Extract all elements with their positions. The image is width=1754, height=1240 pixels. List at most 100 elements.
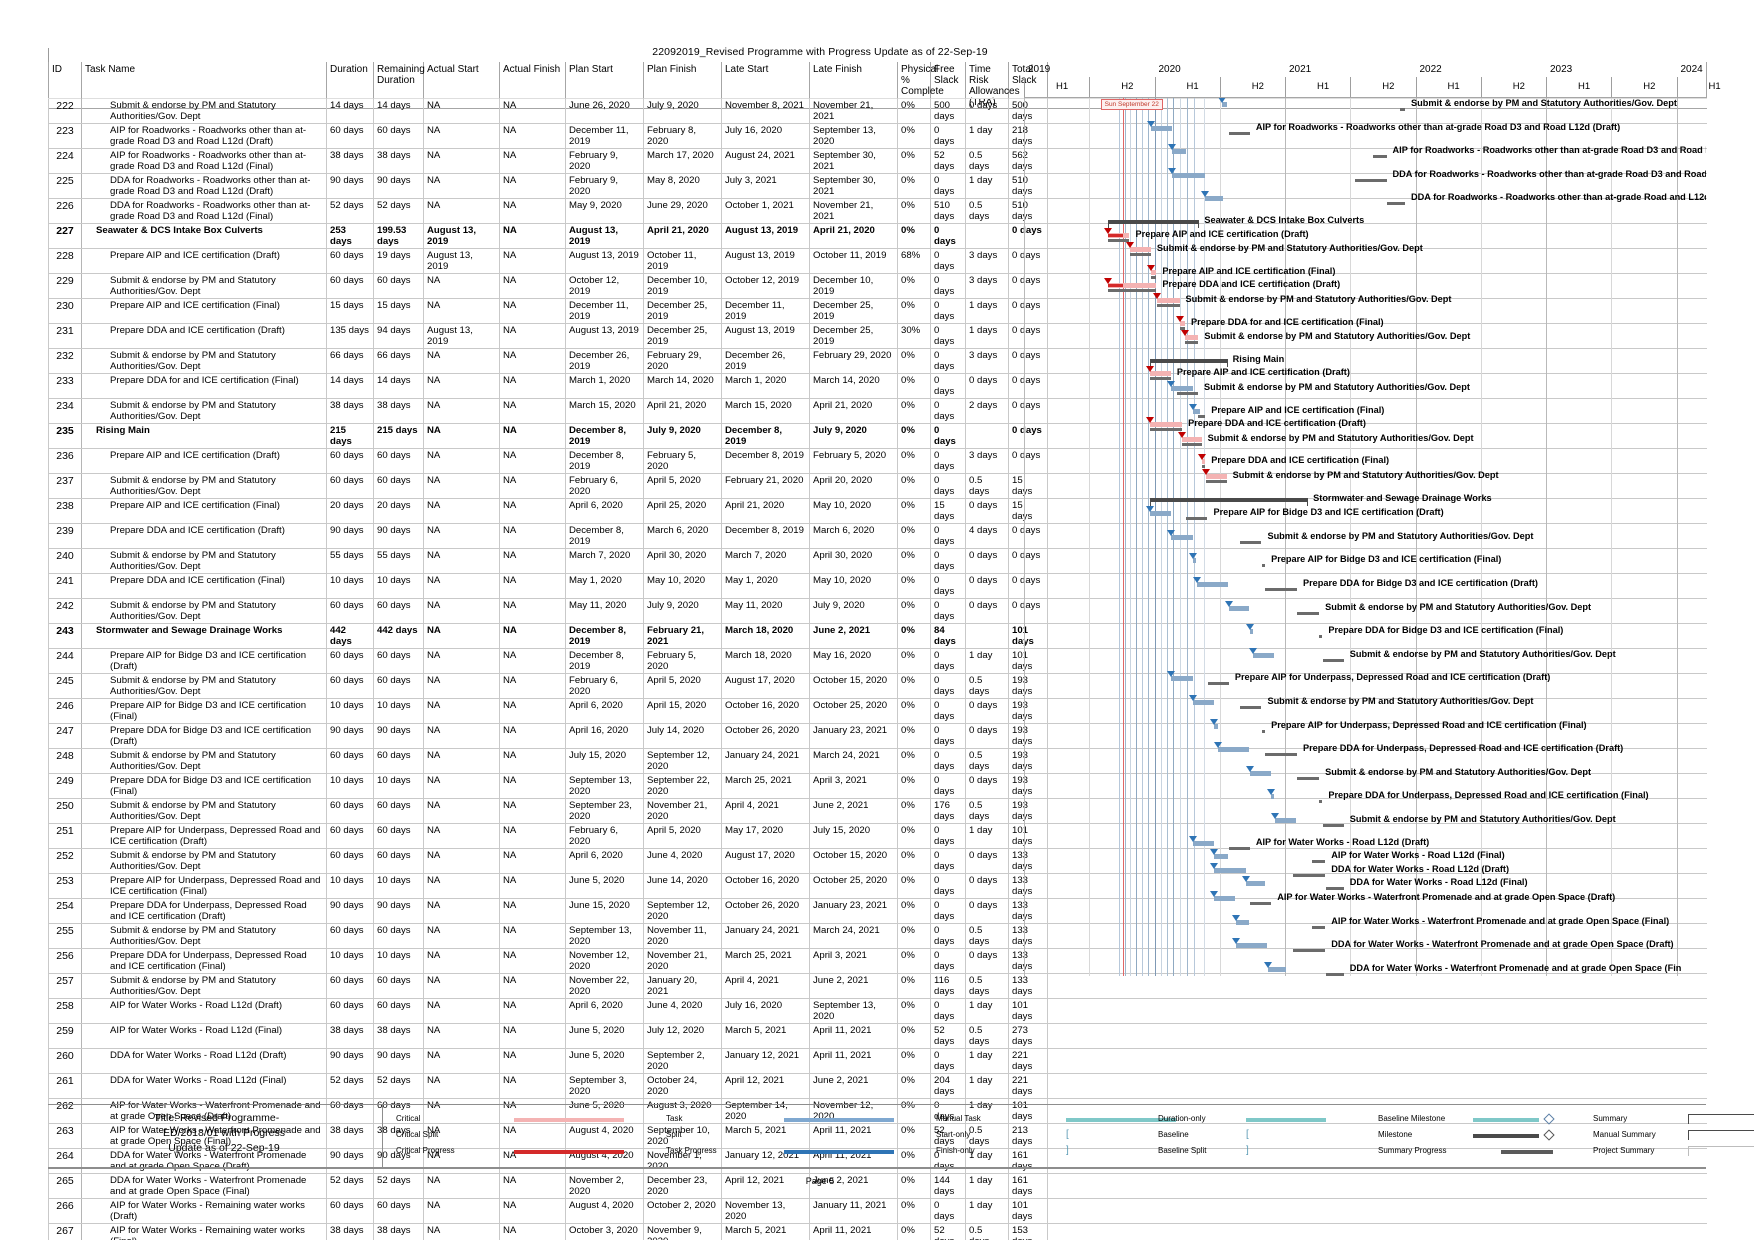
row-actual-start: NA — [423, 473, 500, 499]
table-row[interactable]: 260 DDA for Water Works - Road L12d (Draf… — [48, 1048, 1707, 1074]
gantt-baseline-bar — [1150, 377, 1171, 381]
table-row[interactable]: 259 AIP for Water Works - Road L12d (Fina… — [48, 1023, 1707, 1049]
row-physical-pct: 0% — [897, 623, 931, 649]
row-tra: 0.5 days — [965, 973, 1009, 999]
table-row[interactable]: 228 Prepare AIP and ICE certification (Dr… — [48, 248, 1707, 274]
table-row[interactable]: 253 Prepare AIP for Underpass, Depressed … — [48, 873, 1707, 899]
row-plan-finish: April 5, 2020 — [643, 673, 722, 699]
row-late-finish: June 2, 2021 — [809, 1073, 898, 1099]
row-gantt-cell — [1047, 448, 1707, 474]
table-row[interactable]: 263 AIP for Water Works - Waterfront Prom… — [48, 1123, 1707, 1149]
row-id: 260 — [48, 1048, 82, 1074]
gantt-baseline-bar — [1250, 902, 1272, 905]
row-free-slack: 0 days — [930, 673, 966, 699]
row-tra: 0.5 days — [965, 148, 1009, 174]
table-row[interactable]: 249 Prepare DDA for Bidge D3 and ICE cert… — [48, 773, 1707, 799]
table-row[interactable]: 233 Prepare DDA for and ICE certification… — [48, 373, 1707, 399]
table-row[interactable]: 252 Submit & endorse by PM and Statutory … — [48, 848, 1707, 874]
row-physical-pct: 0% — [897, 673, 931, 699]
gantt-milestone-marker — [1231, 914, 1240, 921]
row-tra: 3 days — [965, 448, 1009, 474]
row-plan-finish: February 21, 2021 — [643, 623, 722, 649]
table-row[interactable]: 237 Submit & endorse by PM and Statutory … — [48, 473, 1707, 499]
row-free-slack: 0 days — [930, 1148, 966, 1174]
row-task-name: AIP for Roadworks - Roadworks other than… — [81, 148, 327, 174]
table-row[interactable]: 258 AIP for Water Works - Road L12d (Draf… — [48, 998, 1707, 1024]
row-actual-start: NA — [423, 873, 500, 899]
table-row[interactable]: 222 Submit & endorse by PM and Statutory … — [48, 98, 1707, 124]
row-remaining-duration: 10 days — [373, 573, 424, 599]
row-gantt-cell — [1047, 873, 1707, 899]
table-row[interactable]: 266 AIP for Water Works - Remaining water… — [48, 1198, 1707, 1224]
legend-item-label: Critical Progress — [396, 1146, 455, 1155]
row-free-slack: 0 days — [930, 323, 966, 349]
gantt-baseline-bar — [1185, 341, 1199, 345]
table-row[interactable]: 242 Submit & endorse by PM and Statutory … — [48, 598, 1707, 624]
table-row[interactable]: 241 Prepare DDA and ICE certification (Fi… — [48, 573, 1707, 599]
table-row[interactable]: 244 Prepare AIP for Bidge D3 and ICE cert… — [48, 648, 1707, 674]
row-physical-pct: 30% — [897, 323, 931, 349]
table-row[interactable]: 246 Prepare AIP for Bidge D3 and ICE cert… — [48, 698, 1707, 724]
row-plan-start: March 15, 2020 — [565, 398, 644, 424]
table-row[interactable]: 236 Prepare AIP and ICE certification (Dr… — [48, 448, 1707, 474]
table-row[interactable]: 240 Submit & endorse by PM and Statutory … — [48, 548, 1707, 574]
legend-swatch-line-teal — [1066, 1118, 1176, 1122]
gantt-task-bar — [1180, 320, 1185, 326]
table-row[interactable]: 267 AIP for Water Works - Remaining water… — [48, 1223, 1707, 1240]
table-row[interactable]: 234 Submit & endorse by PM and Statutory … — [48, 398, 1707, 424]
table-row[interactable]: 223 AIP for Roadworks - Roadworks other t… — [48, 123, 1707, 149]
row-late-finish: May 16, 2020 — [809, 648, 898, 674]
row-total-slack: 133 days — [1008, 898, 1048, 924]
table-row[interactable]: 231 Prepare DDA and ICE certification (Dr… — [48, 323, 1707, 349]
row-actual-finish: NA — [499, 498, 566, 524]
gantt-baseline-bar — [1297, 776, 1320, 780]
gantt-bar-label: Prepare AIP for Bidge D3 and ICE certifi… — [1271, 554, 1502, 565]
row-actual-start: NA — [423, 423, 500, 449]
row-total-slack: 133 days — [1008, 873, 1048, 899]
row-task-name: Seawater & DCS Intake Box Culverts — [81, 223, 327, 249]
table-row[interactable]: 245 Submit & endorse by PM and Statutory … — [48, 673, 1707, 699]
table-row[interactable]: 254 Prepare DDA for Underpass, Depressed … — [48, 898, 1707, 924]
row-plan-start: June 15, 2020 — [565, 898, 644, 924]
row-gantt-cell — [1047, 973, 1707, 999]
gantt-summary-bar — [1108, 220, 1199, 224]
gantt-milestone-marker — [1167, 381, 1176, 387]
table-row[interactable]: 261 DDA for Water Works - Road L12d (Fina… — [48, 1073, 1707, 1099]
row-gantt-cell — [1047, 1123, 1707, 1149]
row-free-slack: 0 days — [930, 1048, 966, 1074]
row-id: 223 — [48, 123, 82, 149]
gantt-milestone-marker — [1210, 891, 1219, 897]
table-row[interactable]: 239 Prepare DDA and ICE certification (Dr… — [48, 523, 1707, 549]
row-actual-start: NA — [423, 648, 500, 674]
gantt-task-bar — [1217, 747, 1250, 753]
row-free-slack: 0 days — [930, 248, 966, 274]
gantt-milestone-marker — [1104, 227, 1113, 234]
gantt-bar-label: AIP for Water Works - Road L12d (Final) — [1331, 850, 1505, 861]
row-remaining-duration: 55 days — [373, 548, 424, 574]
table-row[interactable]: 229 Submit & endorse by PM and Statutory … — [48, 273, 1707, 299]
gantt-gridline — [1024, 98, 1025, 976]
table-row[interactable]: 225 DDA for Roadworks - Roadworks other t… — [48, 173, 1707, 199]
legend-column: Critical Critical Split Critical Progress — [396, 1111, 644, 1159]
gantt-gridline — [1161, 98, 1162, 976]
row-remaining-duration: 94 days — [373, 323, 424, 349]
row-task-name: DDA for Water Works - Road L12d (Draft) — [81, 1048, 327, 1074]
table-row[interactable]: 226 DDA for Roadworks - Roadworks other t… — [48, 198, 1707, 224]
row-late-finish: March 24, 2021 — [809, 748, 898, 774]
table-row[interactable]: 224 AIP for Roadworks - Roadworks other t… — [48, 148, 1707, 174]
table-row[interactable]: 227 Seawater & DCS Intake Box Culverts 253… — [48, 223, 1707, 249]
row-plan-start: June 5, 2020 — [565, 1048, 644, 1074]
table-row[interactable]: 251 Prepare AIP for Underpass, Depressed … — [48, 823, 1707, 849]
timeline-half-2021-H2: H2 — [1382, 81, 1395, 92]
table-row[interactable]: 243 Stormwater and Sewage Drainage Works 4… — [48, 623, 1707, 649]
table-row[interactable]: 265 DDA for Water Works - Waterfront Prom… — [48, 1173, 1707, 1199]
row-actual-finish: NA — [499, 248, 566, 274]
table-row[interactable]: 256 Prepare DDA for Underpass, Depressed … — [48, 948, 1707, 974]
table-row[interactable]: 235 Rising Main 215 days 215 days NA NA Decemb… — [48, 423, 1707, 449]
row-id: 266 — [48, 1198, 82, 1224]
table-row[interactable]: 247 Prepare DDA for Bidge D3 and ICE cert… — [48, 723, 1707, 749]
table-row[interactable]: 257 Submit & endorse by PM and Statutory … — [48, 973, 1707, 999]
row-late-start: August 13, 2019 — [721, 323, 810, 349]
legend-item: Finish-only] — [936, 1143, 1196, 1159]
row-plan-start: September 23, 2020 — [565, 798, 644, 824]
